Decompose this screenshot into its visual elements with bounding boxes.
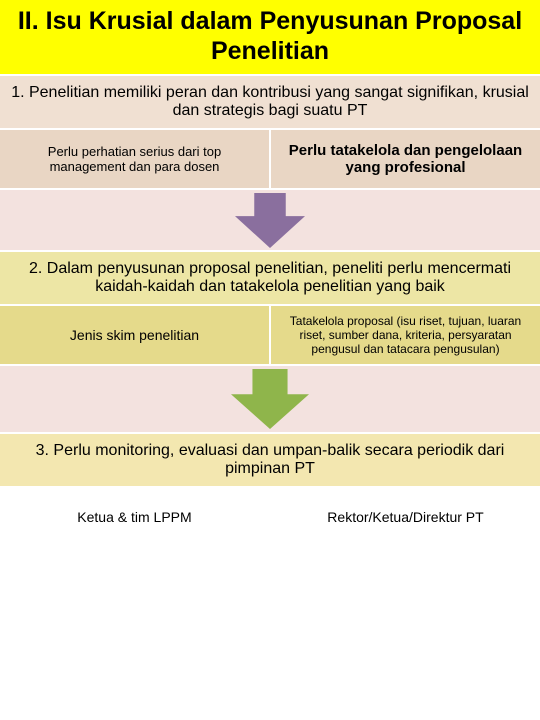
content-area: 1. Penelitian memiliki peran dan kontrib… [0, 74, 540, 546]
down-arrow-icon [231, 369, 309, 429]
section-2-header: 2. Dalam penyusunan proposal penelitian,… [0, 252, 540, 304]
section-2-arrow-row [0, 366, 540, 432]
section-1-arrow-row [0, 190, 540, 250]
section-3-col-2: Rektor/Ketua/Direktur PT [269, 488, 540, 546]
section-2-col-1: Jenis skim penelitian [0, 306, 269, 364]
title-banner: II. Isu Krusial dalam Penyusunan Proposa… [0, 0, 540, 74]
section-1-col-2: Perlu tatakelola dan pengelolaan yang pr… [269, 130, 540, 188]
section-1-columns: Perlu perhatian serius dari top manageme… [0, 130, 540, 188]
section-3-col-1: Ketua & tim LPPM [0, 488, 269, 546]
section-1-header: 1. Penelitian memiliki peran dan kontrib… [0, 76, 540, 128]
section-3-header: 3. Perlu monitoring, evaluasi dan umpan-… [0, 434, 540, 486]
down-arrow-icon [235, 193, 305, 248]
section-2-columns: Jenis skim penelitianTatakelola proposal… [0, 306, 540, 364]
section-2-col-2: Tatakelola proposal (isu riset, tujuan, … [269, 306, 540, 364]
page-title: II. Isu Krusial dalam Penyusunan Proposa… [18, 7, 522, 65]
section-3-columns: Ketua & tim LPPMRektor/Ketua/Direktur PT [0, 488, 540, 546]
section-1-col-1: Perlu perhatian serius dari top manageme… [0, 130, 269, 188]
